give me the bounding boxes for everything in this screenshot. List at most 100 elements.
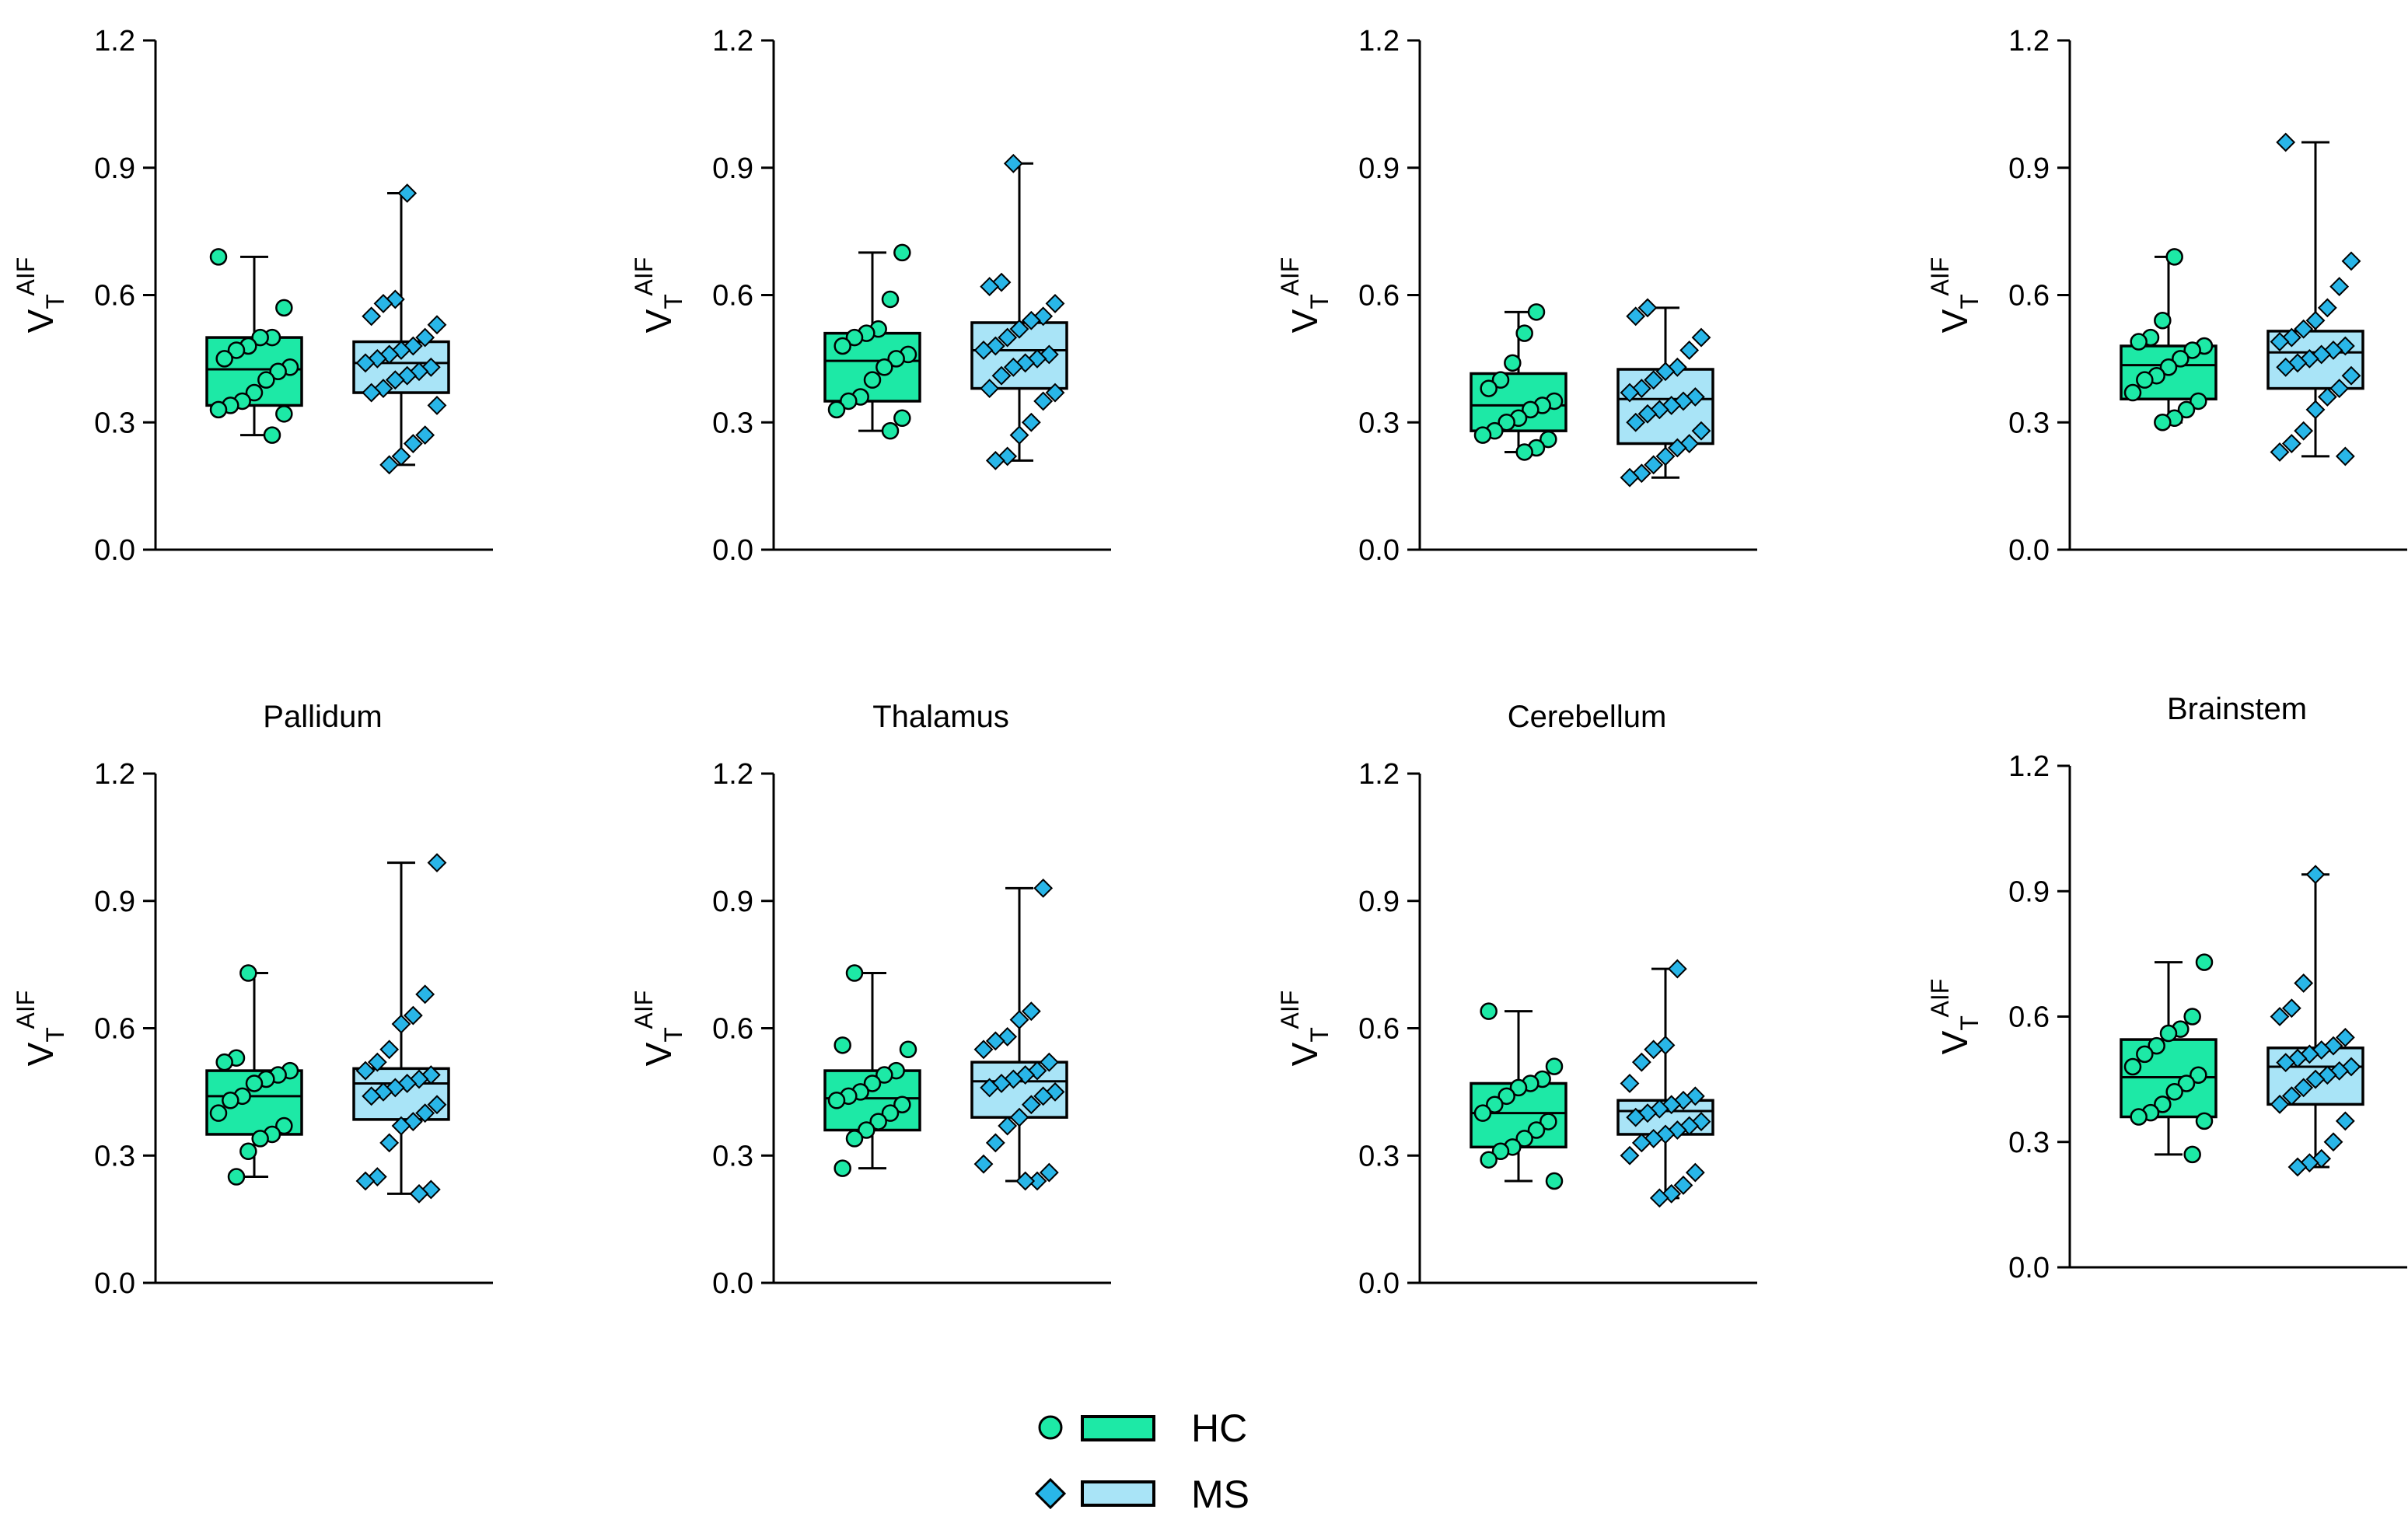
- hc-point: [845, 964, 864, 982]
- y-tick-label: 0.9: [1358, 152, 1400, 185]
- ms-point: [1673, 1176, 1693, 1195]
- box-hc: [205, 248, 303, 444]
- ms-point: [2317, 387, 2337, 407]
- hc-point: [1473, 426, 1492, 444]
- ms-point: [1637, 1103, 1658, 1123]
- ms-point: [1667, 357, 1687, 377]
- ms-point: [1039, 344, 1059, 365]
- box-hc: [1470, 1002, 1567, 1190]
- ms-point: [1655, 362, 1676, 382]
- y-tick-label: 0.3: [94, 1140, 135, 1172]
- legend-ms-box-swatch: [1081, 1480, 1155, 1507]
- y-tick-label: 0.3: [1358, 1140, 1400, 1172]
- hc-point: [275, 1116, 293, 1135]
- hc-point: [2154, 414, 2172, 432]
- ms-point: [1644, 1129, 1664, 1148]
- hc-point: [251, 1130, 269, 1148]
- ms-point: [421, 1179, 441, 1200]
- ms-point: [1691, 421, 1711, 441]
- ms-point: [1021, 412, 1041, 432]
- ms-point: [2341, 365, 2361, 386]
- hc-point: [251, 328, 269, 347]
- ms-point: [2294, 1078, 2314, 1098]
- ms-point: [2335, 336, 2355, 356]
- panels-layer: 0.0 0.3 0.6 0.9 1.2 VTAIF 0.0 0.3 0.6 0.9 1.2 VTAIF…: [12, 25, 2407, 1300]
- hc-point: [239, 964, 257, 982]
- hc-point: [275, 405, 293, 423]
- ms-point: [409, 1183, 429, 1204]
- y-tick-label: 0.6: [94, 1013, 135, 1046]
- hc-point: [2123, 383, 2142, 402]
- hc-point: [827, 1092, 846, 1109]
- ms-point: [2294, 973, 2314, 993]
- y-axis-label: VTAIF: [630, 991, 687, 1067]
- ms-point: [985, 1031, 1005, 1051]
- ms-point: [415, 327, 435, 348]
- ms-point: [985, 450, 1005, 470]
- ms-point: [2270, 442, 2290, 462]
- y-tick-label: 1.2: [712, 25, 753, 58]
- y-tick-label: 0.6: [1358, 1013, 1400, 1046]
- y-axis-label: VTAIF: [630, 257, 687, 334]
- ms-point: [379, 1040, 400, 1060]
- ms-point: [1045, 294, 1065, 313]
- ms-point: [2305, 865, 2326, 885]
- ms-point: [2329, 379, 2350, 398]
- ms-point: [1649, 1188, 1669, 1208]
- ms-point: [367, 348, 387, 369]
- y-tick-label: 1.2: [94, 25, 135, 58]
- panel-title: Cerebellum: [1508, 700, 1667, 734]
- ms-point: [362, 306, 382, 327]
- ms-point: [1021, 1095, 1041, 1115]
- ms-point: [373, 1081, 393, 1102]
- ms-point: [1626, 1107, 1646, 1127]
- hc-point: [2159, 358, 2178, 376]
- hc-point: [245, 1074, 264, 1092]
- y-tick-label: 0.9: [2008, 875, 2050, 908]
- panel-title: Pallidum: [263, 700, 382, 734]
- y-tick-label: 0.3: [1358, 407, 1400, 439]
- ms-point: [2335, 1027, 2355, 1047]
- ms-point: [1626, 412, 1646, 432]
- box-hc: [823, 964, 921, 1177]
- hc-point: [2195, 1112, 2214, 1130]
- y-tick-label: 0.0: [2008, 534, 2050, 567]
- ms-point: [427, 1095, 447, 1115]
- ms-point: [1033, 391, 1054, 411]
- ms-point: [355, 1061, 376, 1081]
- ms-point: [1009, 1010, 1029, 1029]
- ms-point: [2270, 1094, 2290, 1114]
- y-tick-label: 0.3: [2008, 1127, 2050, 1159]
- hc-point: [887, 350, 905, 368]
- ms-point: [2329, 1061, 2350, 1081]
- ms-point: [1003, 357, 1023, 377]
- hc-point: [1491, 1142, 1510, 1161]
- ms-point: [1649, 1099, 1669, 1119]
- hc-point: [1498, 414, 1515, 432]
- y-tick-label: 0.6: [712, 280, 753, 313]
- ms-point: [1626, 306, 1646, 327]
- ms-point: [998, 327, 1018, 348]
- hc-point: [1515, 324, 1533, 342]
- ms-point: [355, 1171, 376, 1191]
- hc-point: [2177, 400, 2196, 419]
- hc-point: [1540, 430, 1557, 449]
- ms-point: [1045, 383, 1065, 403]
- hc-point: [275, 299, 293, 317]
- ms-point: [2323, 1036, 2343, 1056]
- hc-point: [2148, 1036, 2165, 1055]
- y-tick-label: 0.9: [94, 152, 135, 185]
- ms-point: [2305, 310, 2326, 330]
- ms-point: [2329, 277, 2350, 296]
- hc-point: [1515, 443, 1533, 461]
- y-tick-label: 0.0: [2008, 1252, 2050, 1284]
- panel-pallidum: 0.0 0.3 0.6 0.9 1.2 VTAIF Pallidum: [12, 700, 493, 1300]
- box-ms: [970, 153, 1068, 470]
- hc-point: [209, 1104, 228, 1122]
- ms-point: [427, 853, 447, 873]
- hc-point: [227, 341, 246, 359]
- y-tick-label: 0.0: [712, 1267, 753, 1300]
- ms-point: [1015, 1171, 1036, 1191]
- hc-point: [2165, 248, 2183, 266]
